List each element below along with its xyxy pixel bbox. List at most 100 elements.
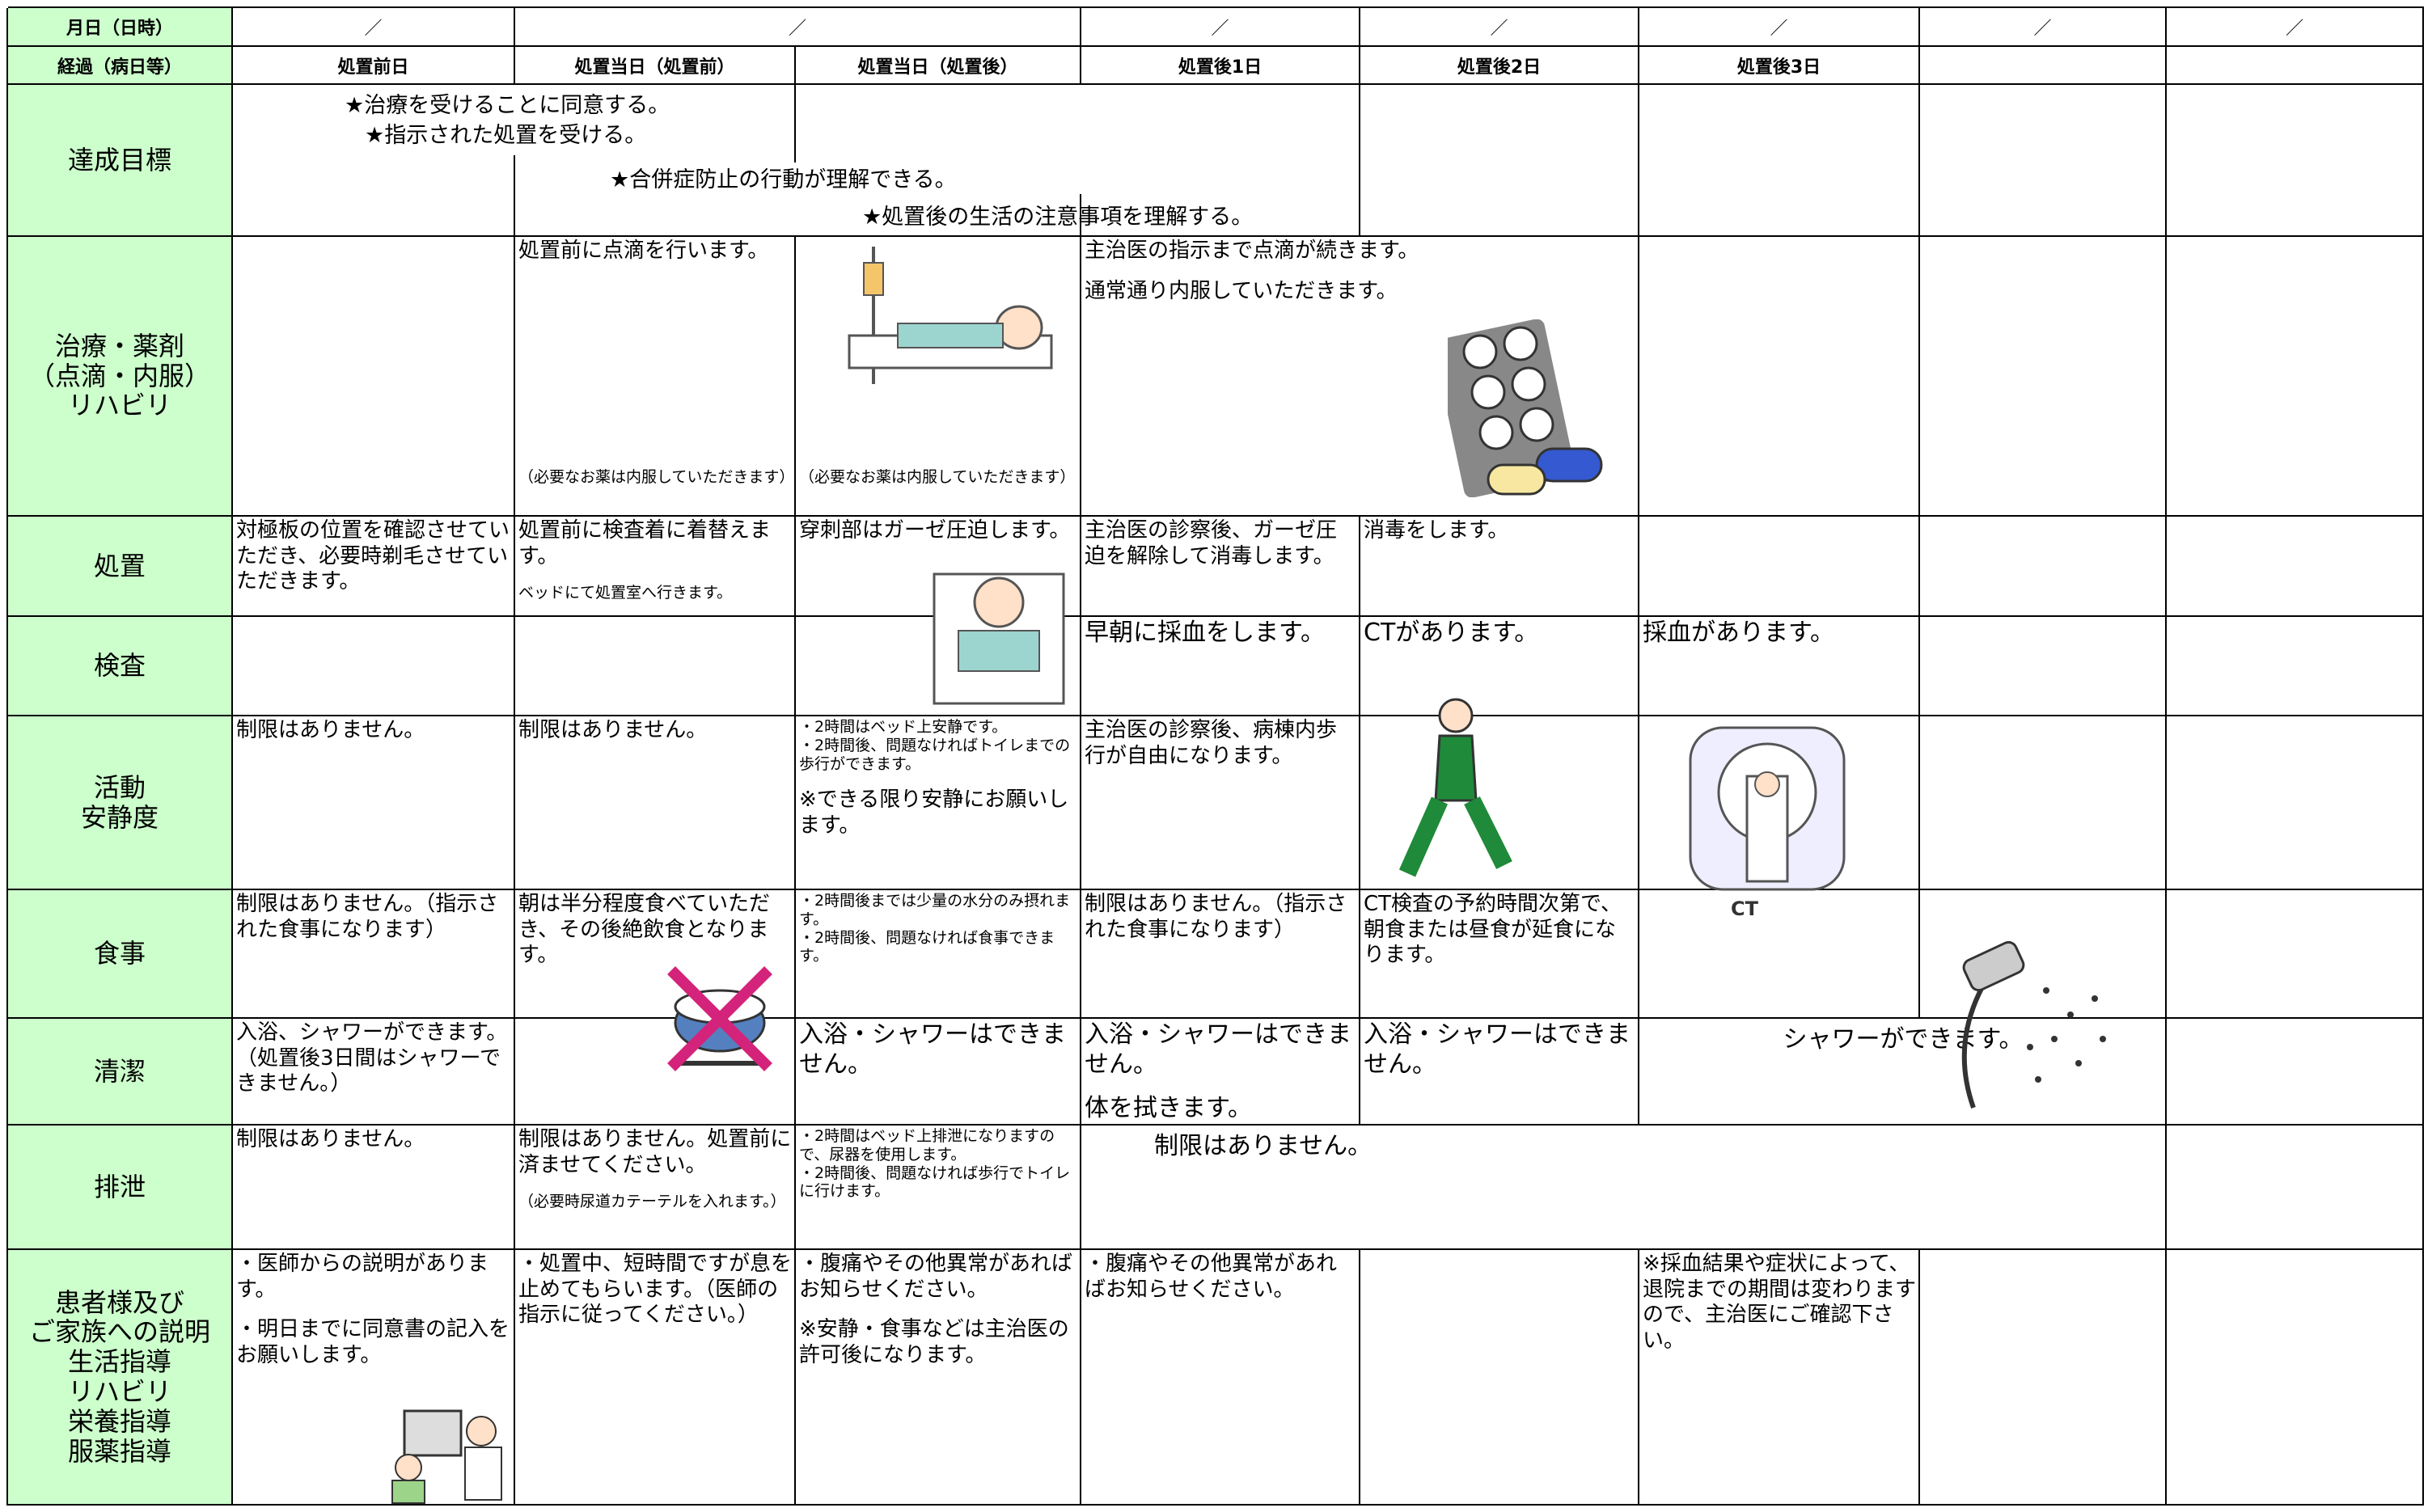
- cell-text: 制限はありません。（指示された食事になります）: [1081, 890, 1360, 944]
- row-label-line: 服薬指導: [67, 1435, 171, 1467]
- cell: [2167, 237, 2424, 517]
- cell-text: 制限はありません。: [1081, 1130, 2167, 1164]
- ct-label: CT: [1731, 897, 1758, 920]
- cell: [1639, 237, 1920, 517]
- iv-patient: [801, 247, 1068, 388]
- walker: [1391, 695, 1521, 881]
- cell: [233, 85, 1360, 237]
- cell: [1920, 85, 2167, 237]
- cell-text: 採血があります。: [1639, 617, 1920, 650]
- paragraph: 穿刺部はガーゼ圧迫します。: [799, 518, 1071, 543]
- cell: [1920, 716, 2167, 890]
- paragraph: 制限はありません。: [236, 718, 425, 742]
- paragraph: 通常通り内服していただきます。: [1085, 278, 1398, 303]
- paragraph: ・2時間後、問題なければトイレまでの歩行ができます。: [799, 736, 1071, 773]
- paragraph: 制限はありません。処置前に済ませてください。: [518, 1127, 792, 1177]
- paragraph: ・2時間後までは少量の水分のみ摂れます。: [799, 892, 1071, 928]
- border-top: [8, 6, 2424, 8]
- date-cell: ／: [1639, 8, 1920, 47]
- cell-text: ・処置中、短時間ですが息を止めてもらいます。（医師の指示に従ってください。）: [515, 1250, 796, 1330]
- cell: [1920, 517, 2167, 617]
- cell-text: 主治医の診察後、ガーゼ圧迫を解除して消毒します。: [1081, 517, 1360, 571]
- row-label-line: 食事: [93, 938, 146, 969]
- cell: [1920, 237, 2167, 517]
- paragraph: CT検査の予約時間次第で、朝食または昼食が延食になります。: [1364, 892, 1622, 968]
- row-label-line: 排泄: [93, 1171, 146, 1202]
- date-text: ／: [1770, 19, 1788, 39]
- day-cell: 処置後1日: [1081, 47, 1360, 85]
- cell-text: 穿刺部はガーゼ圧迫します。: [796, 517, 1081, 546]
- bed-patient: [926, 558, 1072, 712]
- cell: [1920, 1250, 2167, 1506]
- cell: [515, 517, 796, 617]
- cell: [1081, 716, 1360, 890]
- course-label: 経過（病日等）: [8, 47, 233, 85]
- cell-text: 主治医の診察後、病棟内歩行が自由になります。: [1081, 716, 1360, 771]
- cell: [515, 716, 796, 890]
- ct-scanner-svg: [1689, 726, 1846, 891]
- cell-text: シャワーができます。: [1639, 1024, 2167, 1057]
- row-label-line: ご家族への説明: [28, 1316, 210, 1348]
- cell: [2167, 1250, 2424, 1506]
- cell: [1081, 617, 1360, 716]
- row-label-line: リハビリ: [67, 390, 171, 421]
- cell-text: 消毒をします。: [1360, 517, 1639, 546]
- cell: [796, 617, 1081, 716]
- cell: [1639, 1250, 1920, 1506]
- paragraph: ・2時間はベッド上排泄になりますので、尿器を使用します。: [799, 1127, 1055, 1164]
- cell-text: 制限はありません。処置前に済ませてください。 （必要時尿道カテーテルを入れます。）: [515, 1126, 796, 1213]
- cell-text: （必要なお薬は内服していただきます）: [515, 467, 796, 488]
- cell: [515, 617, 796, 716]
- cell-text: 対極板の位置を確認させていただき、必要時剃毛させていただきます。: [233, 517, 515, 597]
- date-cell: ／: [2167, 8, 2424, 47]
- date-cell: ／: [1920, 8, 2167, 47]
- goal-text: ★処置後の生活の注意事項を理解する。: [862, 205, 1254, 230]
- cell: [515, 237, 796, 517]
- date-text: ／: [1211, 19, 1229, 39]
- cell-text: CT検査の予約時間次第で、朝食または昼食が延食になります。: [1360, 890, 1639, 970]
- date-text: ／: [364, 19, 383, 39]
- row-label: 排泄: [8, 1126, 233, 1250]
- grid-line: [514, 155, 515, 237]
- paragraph: 体を拭きます。: [1085, 1094, 1252, 1123]
- cell: [2167, 617, 2424, 716]
- paragraph: 早朝に採血をします。: [1085, 619, 1325, 647]
- row-label-line: 活動: [93, 771, 146, 803]
- cell-text: ・腹痛やその他異常があればお知らせください。 ※安静・食事などは主治医の許可後にな…: [796, 1250, 1081, 1371]
- shower-svg: [1961, 940, 2106, 1109]
- paragraph: 主治医の指示まで点滴が続きます。: [1085, 239, 1419, 263]
- paragraph: 消毒をします。: [1364, 518, 1509, 543]
- row-label: 活動 安静度: [8, 716, 233, 890]
- row-label-line: 生活指導: [67, 1346, 171, 1378]
- cell: [1639, 617, 1920, 716]
- row-label-line: 清潔: [93, 1055, 146, 1087]
- paragraph: 対極板の位置を確認させていただき、必要時剃毛させていただきます。: [236, 518, 510, 594]
- grid-line: [1080, 194, 1081, 237]
- paragraph: ・明日までに同意書の記入をお願いします。: [236, 1317, 510, 1368]
- paragraph: ・2時間後、問題なければ食事できます。: [799, 928, 1055, 965]
- cell: [1360, 1019, 1639, 1126]
- cell: [2167, 1019, 2424, 1126]
- cell: [1920, 617, 2167, 716]
- day-cell: 処置後2日: [1360, 47, 1639, 85]
- paragraph: 入浴・シャワーはできません。: [1364, 1020, 1630, 1079]
- paragraph: ・腹痛やその他異常があればお知らせください。: [1085, 1252, 1338, 1302]
- paragraph: 制限はありません。: [236, 1127, 425, 1151]
- paragraph: ・処置中、短時間ですが息を止めてもらいます。（医師の指示に従ってください。）: [518, 1252, 793, 1328]
- cell-text: 入浴、シャワーができます。（処置後3日間はシャワーできません。）: [233, 1019, 515, 1099]
- cell-text: ・医師からの説明があります。 ・明日までに同意書の記入をお願いします。: [233, 1250, 515, 1371]
- cell-text: 処置前に点滴を行います。: [515, 237, 796, 266]
- cell: [233, 1126, 515, 1250]
- cell: [796, 890, 1081, 1019]
- cell: [1360, 890, 1639, 1019]
- cell: [1639, 890, 1920, 1019]
- paragraph: ・腹痛やその他異常があればお知らせください。: [799, 1252, 1073, 1302]
- cell: [233, 517, 515, 617]
- paragraph: 制限はありません。（指示された食事になります）: [236, 892, 499, 942]
- no-food: [663, 962, 776, 1075]
- day-cell: 処置前日: [233, 47, 515, 85]
- goal-text: ★合併症防止の行動が理解できる。: [610, 167, 957, 192]
- row-label: 食事: [8, 890, 233, 1019]
- cell: [1360, 85, 1639, 237]
- cell-text: ※採血結果や症状によって、退院までの期間は変わりますので、主治医にご確認下さい。: [1639, 1250, 1920, 1356]
